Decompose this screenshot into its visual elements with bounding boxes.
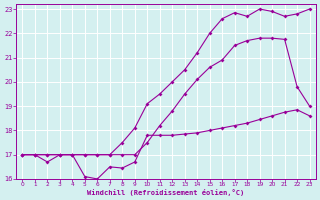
X-axis label: Windchill (Refroidissement éolien,°C): Windchill (Refroidissement éolien,°C) <box>87 189 244 196</box>
